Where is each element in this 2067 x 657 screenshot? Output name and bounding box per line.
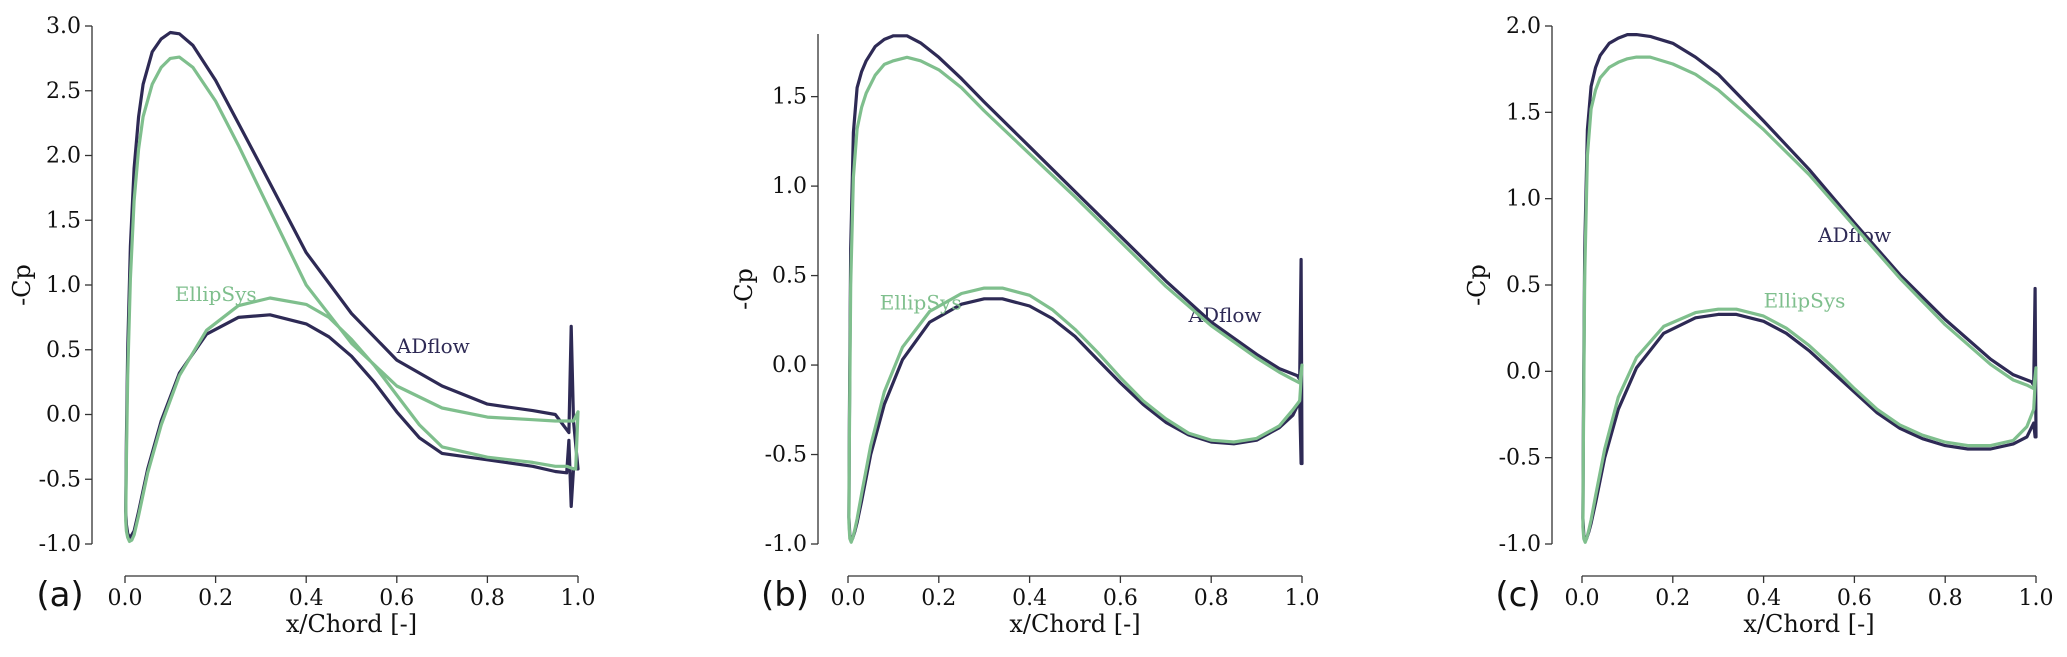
- y-tick-label: 1.0: [1506, 187, 1541, 212]
- x-tick-label: 0.2: [198, 586, 233, 611]
- y-tick-label: 2.5: [46, 79, 81, 104]
- y-tick-label: 0.5: [1506, 273, 1541, 298]
- y-tick-label: 0.0: [1506, 359, 1541, 384]
- panel-label: (c): [1495, 575, 1540, 615]
- x-tick-label: 1.0: [561, 586, 596, 611]
- y-tick-label: -1.0: [39, 532, 81, 557]
- y-tick-label: 0.0: [772, 353, 807, 378]
- y-axis-label: -Cp: [8, 264, 36, 306]
- y-tick-label: -0.5: [39, 467, 81, 492]
- x-tick-label: 0.0: [108, 586, 143, 611]
- y-tick-label: 2.0: [46, 144, 81, 169]
- x-axis-label: x/Chord [-]: [1743, 610, 1874, 638]
- x-tick-label: 0.4: [1746, 586, 1781, 611]
- chart-panel-a: -1.0 -0.5 0.0 0.5 1.0 1.5 2.0 2.5 3.0 0.0 0.2 0.4 0.…: [8, 14, 596, 638]
- x-tick-label: 0.0: [831, 586, 866, 611]
- y-tick-label: 0.5: [46, 338, 81, 363]
- x-tick-label: 0.2: [1655, 586, 1690, 611]
- y-tick-label: 2.0: [1506, 14, 1541, 39]
- x-tick-label: 0.8: [470, 586, 505, 611]
- y-tick-label: 0.5: [772, 264, 807, 289]
- panel-label: (a): [36, 575, 83, 615]
- x-tick-label: 0.4: [289, 586, 324, 611]
- chart-panel-c: -1.0 -0.5 0.0 0.5 1.0 1.5 2.0 0.0 0.2 0.4 0.6 0.8 1.…: [1463, 14, 2054, 638]
- series-label-adflow: ADflow: [396, 334, 470, 358]
- series-line-adflow: [847, 34, 1304, 543]
- x-tick-label: 0.6: [1837, 586, 1872, 611]
- x-tick-label: 0.6: [379, 586, 414, 611]
- y-axis-label: -Cp: [1463, 264, 1491, 306]
- y-tick-label: -1.0: [765, 532, 807, 557]
- x-tick-label: 0.6: [1103, 586, 1138, 611]
- x-tick-label: 0.0: [1565, 586, 1600, 611]
- x-axis-label: x/Chord [-]: [1009, 610, 1140, 638]
- x-axis-label: x/Chord [-]: [286, 610, 417, 638]
- panel-label: (b): [761, 575, 809, 615]
- x-tick-label: 0.4: [1012, 586, 1047, 611]
- series-label-ellipsys: EllipSys: [880, 290, 962, 314]
- x-tick-label: 0.8: [1928, 586, 1963, 611]
- y-tick-label: 1.0: [772, 174, 807, 199]
- y-tick-label: 1.5: [46, 208, 81, 233]
- x-tick-label: 0.2: [921, 586, 956, 611]
- y-tick-label: 1.5: [1506, 100, 1541, 125]
- x-tick-label: 1.0: [2019, 586, 2054, 611]
- y-tick-label: -0.5: [1499, 446, 1541, 471]
- x-tick-label: 0.8: [1194, 586, 1229, 611]
- chart-panel-b: -1.0 -0.5 0.0 0.5 1.0 1.5 0.0 0.2 0.4 0.6 0.8 1.0 x/…: [730, 34, 1320, 638]
- y-tick-label: 1.0: [46, 273, 81, 298]
- series-line-ellipsys: [847, 55, 1304, 544]
- series-line-ellipsys: [124, 55, 580, 544]
- y-tick-label: -1.0: [1499, 532, 1541, 557]
- y-tick-label: -0.5: [765, 443, 807, 468]
- y-tick-label: 0.0: [46, 403, 81, 428]
- y-tick-label: 1.5: [772, 85, 807, 110]
- y-tick-label: 3.0: [46, 14, 81, 39]
- series-label-ellipsys: EllipSys: [175, 282, 257, 306]
- y-axis-label: -Cp: [730, 268, 758, 310]
- series-line-ellipsys: [1581, 55, 2038, 544]
- series-label-ellipsys: EllipSys: [1764, 289, 1846, 313]
- x-tick-label: 1.0: [1285, 586, 1320, 611]
